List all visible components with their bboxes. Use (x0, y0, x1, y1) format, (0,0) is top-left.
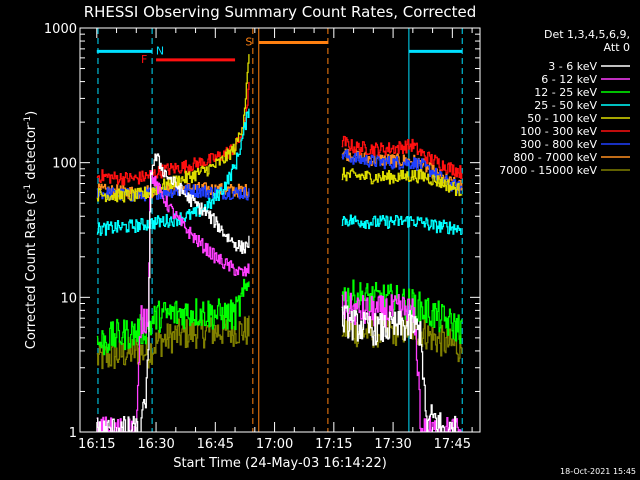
legend-label-5: 100 - 300 keV (520, 125, 597, 138)
legend-label-2: 12 - 25 keV (534, 86, 597, 99)
series-2 (96, 278, 463, 356)
series-line-0-0 (96, 153, 250, 432)
x-tick-label-1: 16:30 (137, 437, 174, 452)
legend-label-7: 800 - 7000 keV (513, 151, 597, 164)
y-axis-label: Corrected Count Rate (s-1 detector-1) (23, 111, 39, 349)
series-line-0-1 (341, 305, 462, 432)
series-1 (96, 170, 462, 432)
y-axis-label-sup1: -1 (23, 184, 33, 193)
x-tick-label-3: 17:00 (256, 437, 293, 452)
series-line-4-0 (96, 54, 250, 203)
legend-label-3: 25 - 50 keV (534, 99, 597, 112)
flag-label-0: N (156, 44, 164, 57)
x-tick-label-0: 16:15 (78, 437, 115, 452)
legend-label-0: 3 - 6 keV (548, 60, 597, 73)
legend-label-4: 50 - 100 keV (527, 112, 597, 125)
series-line-3-0 (96, 108, 250, 236)
plot-area: NF S (96, 28, 463, 432)
x-tick-label-4: 17:15 (315, 437, 352, 452)
y-tick-label-3: 1000 (44, 22, 77, 37)
plot-frame (79, 27, 481, 433)
series-line-3-1 (341, 214, 463, 236)
series-line-4-1 (341, 167, 463, 197)
plot-content (96, 28, 463, 432)
y-axis-label-mid: detector (24, 124, 39, 184)
series-0 (96, 153, 462, 432)
footer-date: 18-Oct-2021 15:45 (560, 467, 636, 476)
y-axis-label-sup2: -1 (23, 116, 33, 125)
legend-label-6: 300 - 800 keV (520, 138, 597, 151)
series-3 (96, 108, 463, 236)
flag-label-1: F (141, 53, 147, 66)
x-tick-label-2: 16:45 (197, 437, 234, 452)
axes: 1 10 100 1000 16:15 16:30 16:45 17:00 17:15 17:30… (44, 22, 480, 452)
x-tick-label-6: 17:45 (434, 437, 471, 452)
y-tick-label-0: 1 (69, 426, 77, 441)
legend-header-line1: Det 1,3,4,5,6,9, (544, 28, 630, 41)
series-line-2-0 (96, 278, 250, 356)
series-line-5-1 (341, 135, 463, 180)
series-5 (96, 82, 463, 186)
series-4 (96, 54, 463, 203)
legend-label-8: 7000 - 15000 keV (499, 164, 597, 177)
y-axis-label-main: Corrected Count Rate (s (24, 193, 39, 350)
y-tick-label-2: 100 (52, 157, 77, 172)
series-line-8-0 (96, 314, 250, 370)
y-tick-label-1: 10 (60, 291, 77, 306)
chart-title: RHESSI Observing Summary Count Rates, Co… (84, 3, 477, 21)
legend-header-line2: Att 0 (604, 41, 630, 54)
series-line-2-1 (341, 279, 463, 345)
legend-label-1: 6 - 12 keV (541, 73, 597, 86)
x-tick-label-5: 17:30 (374, 437, 411, 452)
y-axis-label-end: ) (24, 111, 39, 116)
series-line-1-0 (96, 170, 250, 432)
x-axis-label: Start Time (24-May-03 16:14:22) (173, 456, 387, 471)
flag-label-2: S (245, 36, 252, 49)
series-line-5-0 (96, 82, 250, 186)
